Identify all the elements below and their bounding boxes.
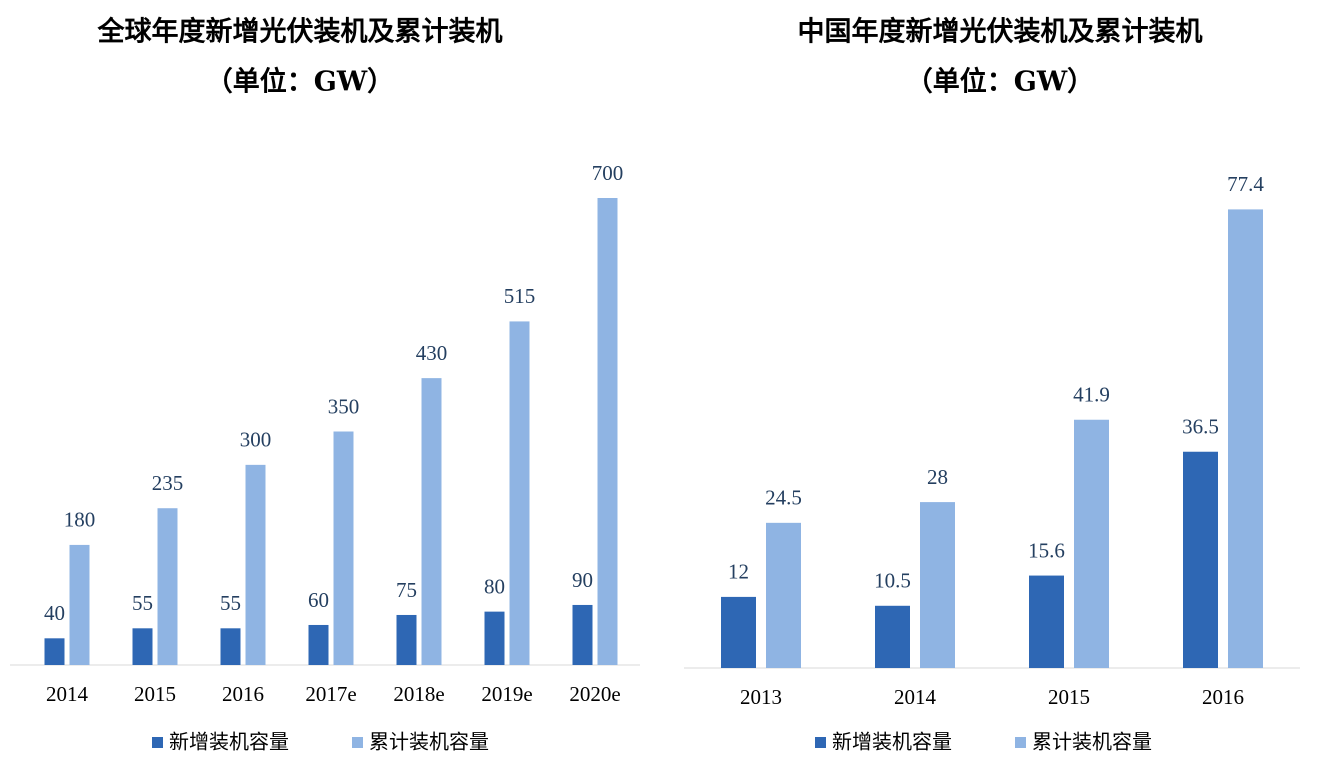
bar bbox=[509, 321, 530, 665]
chart-title: 全球年度新增光伏装机及累计装机 bbox=[97, 16, 503, 48]
x-tick-label: 2013 bbox=[740, 685, 782, 709]
data-label: 235 bbox=[152, 471, 184, 495]
bar bbox=[484, 611, 505, 665]
data-label: 180 bbox=[64, 508, 96, 532]
data-label: 430 bbox=[416, 341, 448, 365]
data-label: 12 bbox=[728, 560, 749, 584]
legend-swatch bbox=[352, 737, 363, 748]
data-label: 24.5 bbox=[765, 486, 802, 510]
data-label: 300 bbox=[240, 428, 272, 452]
data-label: 90 bbox=[572, 568, 593, 592]
bar bbox=[220, 628, 241, 665]
legend-label: 累计装机容量 bbox=[1032, 730, 1152, 754]
chart-subtitle: （单位：GW） bbox=[906, 66, 1094, 98]
bar bbox=[245, 464, 266, 665]
chart-title: 中国年度新增光伏装机及累计装机 bbox=[798, 16, 1203, 48]
legend-swatch bbox=[152, 737, 163, 748]
bar bbox=[766, 522, 801, 668]
data-label: 80 bbox=[484, 574, 505, 598]
data-label: 60 bbox=[308, 588, 329, 612]
bar bbox=[421, 378, 442, 665]
bar bbox=[875, 605, 910, 668]
data-label: 10.5 bbox=[874, 569, 911, 593]
data-label: 55 bbox=[132, 591, 153, 615]
x-tick-label: 2020e bbox=[569, 682, 620, 706]
bar bbox=[132, 628, 153, 665]
data-label: 36.5 bbox=[1182, 415, 1219, 439]
data-label: 15.6 bbox=[1028, 538, 1065, 562]
x-tick-label: 2015 bbox=[134, 682, 176, 706]
data-label: 41.9 bbox=[1073, 383, 1110, 407]
data-label: 700 bbox=[592, 161, 624, 185]
bar bbox=[1228, 209, 1263, 668]
legend-label: 新增装机容量 bbox=[169, 730, 289, 754]
data-label: 77.4 bbox=[1227, 172, 1264, 196]
x-tick-label: 2014 bbox=[46, 682, 89, 706]
bar bbox=[396, 614, 417, 665]
legend-label: 新增装机容量 bbox=[832, 730, 952, 754]
data-label: 515 bbox=[504, 284, 536, 308]
legend-swatch bbox=[1015, 737, 1026, 748]
bar bbox=[1029, 575, 1064, 668]
bar bbox=[308, 624, 329, 665]
bar bbox=[333, 431, 354, 665]
bar bbox=[44, 638, 65, 665]
chart-subtitle: （单位：GW） bbox=[206, 66, 394, 98]
data-label: 350 bbox=[328, 394, 360, 418]
x-tick-label: 2015 bbox=[1048, 685, 1090, 709]
bar bbox=[572, 604, 593, 665]
x-tick-label: 2016 bbox=[1202, 685, 1244, 709]
data-label: 75 bbox=[396, 578, 417, 602]
legend-label: 累计装机容量 bbox=[369, 730, 489, 754]
data-label: 28 bbox=[927, 465, 948, 489]
bar bbox=[157, 508, 178, 665]
data-label: 40 bbox=[44, 601, 65, 625]
bar bbox=[69, 544, 90, 665]
x-tick-label: 2018e bbox=[393, 682, 444, 706]
data-label: 55 bbox=[220, 591, 241, 615]
x-tick-label: 2019e bbox=[481, 682, 532, 706]
x-tick-label: 2017e bbox=[305, 682, 356, 706]
x-tick-label: 2016 bbox=[222, 682, 264, 706]
bar bbox=[597, 198, 618, 665]
bar bbox=[1074, 419, 1109, 668]
bar bbox=[1183, 451, 1218, 668]
bar bbox=[721, 596, 756, 668]
legend-swatch bbox=[815, 737, 826, 748]
x-tick-label: 2014 bbox=[894, 685, 937, 709]
bar bbox=[920, 502, 955, 668]
